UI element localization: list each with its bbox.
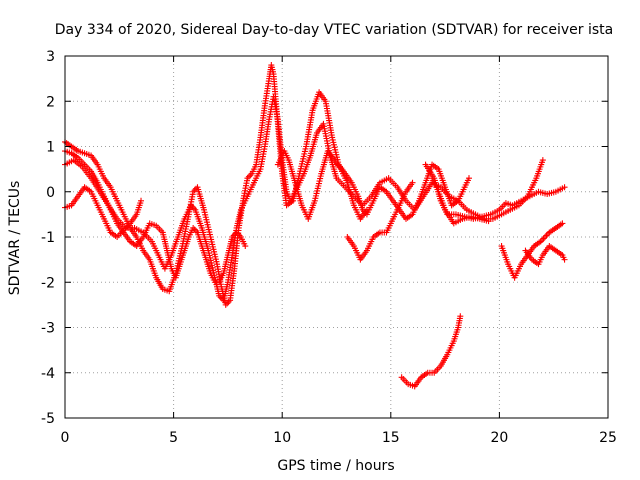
- x-tick-label: 20: [490, 430, 508, 446]
- y-tick-label: -1: [41, 230, 55, 246]
- series-satellite-track-i: [498, 220, 566, 281]
- data-point: [561, 184, 568, 191]
- series-satellite-track-d: [62, 62, 472, 308]
- x-tick-label: 25: [599, 430, 617, 446]
- grid: [65, 56, 608, 418]
- x-tick-label: 5: [169, 430, 178, 446]
- data-point: [138, 197, 145, 204]
- data-point: [543, 232, 550, 239]
- x-tick-label: 15: [382, 430, 400, 446]
- series-satellite-track-b: [62, 93, 546, 304]
- data-point: [465, 175, 472, 182]
- x-tick-label: 0: [61, 430, 70, 446]
- data-point: [409, 179, 416, 186]
- data-point: [242, 243, 249, 250]
- series-satellite-track-e: [344, 179, 416, 263]
- data-point: [539, 157, 546, 164]
- x-axis-label: GPS time / hours: [277, 458, 394, 474]
- y-tick-label: 0: [46, 185, 55, 201]
- data-marks: [62, 62, 568, 390]
- y-tick-label: 2: [46, 94, 55, 110]
- data-point: [540, 235, 547, 242]
- data-point: [457, 313, 464, 320]
- data-point: [542, 234, 549, 240]
- series-satellite-track-c: [62, 184, 145, 240]
- axis-ticks: 0 5 10 15 20 25 -5 -4 -3 -2 -1 0 1 2 3: [41, 49, 617, 446]
- data-point: [559, 220, 566, 227]
- y-axis-label: SDTVAR / TECUs: [7, 181, 23, 296]
- y-tick-label: 1: [46, 140, 55, 156]
- series-satellite-track-f: [274, 148, 370, 222]
- series-satellite-track-j: [522, 243, 568, 268]
- y-tick-label: -4: [41, 366, 55, 382]
- x-tick-label: 10: [273, 430, 291, 446]
- data-point: [561, 256, 568, 263]
- data-point: [363, 206, 370, 213]
- data-point: [485, 218, 492, 225]
- y-tick-label: -3: [41, 321, 55, 337]
- series-satellite-track-h: [429, 175, 492, 227]
- series-satellite-track-a: [62, 148, 249, 286]
- y-tick-label: -2: [41, 275, 55, 291]
- series-satellite-track-k: [398, 313, 464, 390]
- y-tick-label: -5: [41, 411, 55, 427]
- y-tick-label: 3: [46, 49, 55, 65]
- chart-title: Day 334 of 2020, Sidereal Day-to-day VTE…: [55, 22, 613, 38]
